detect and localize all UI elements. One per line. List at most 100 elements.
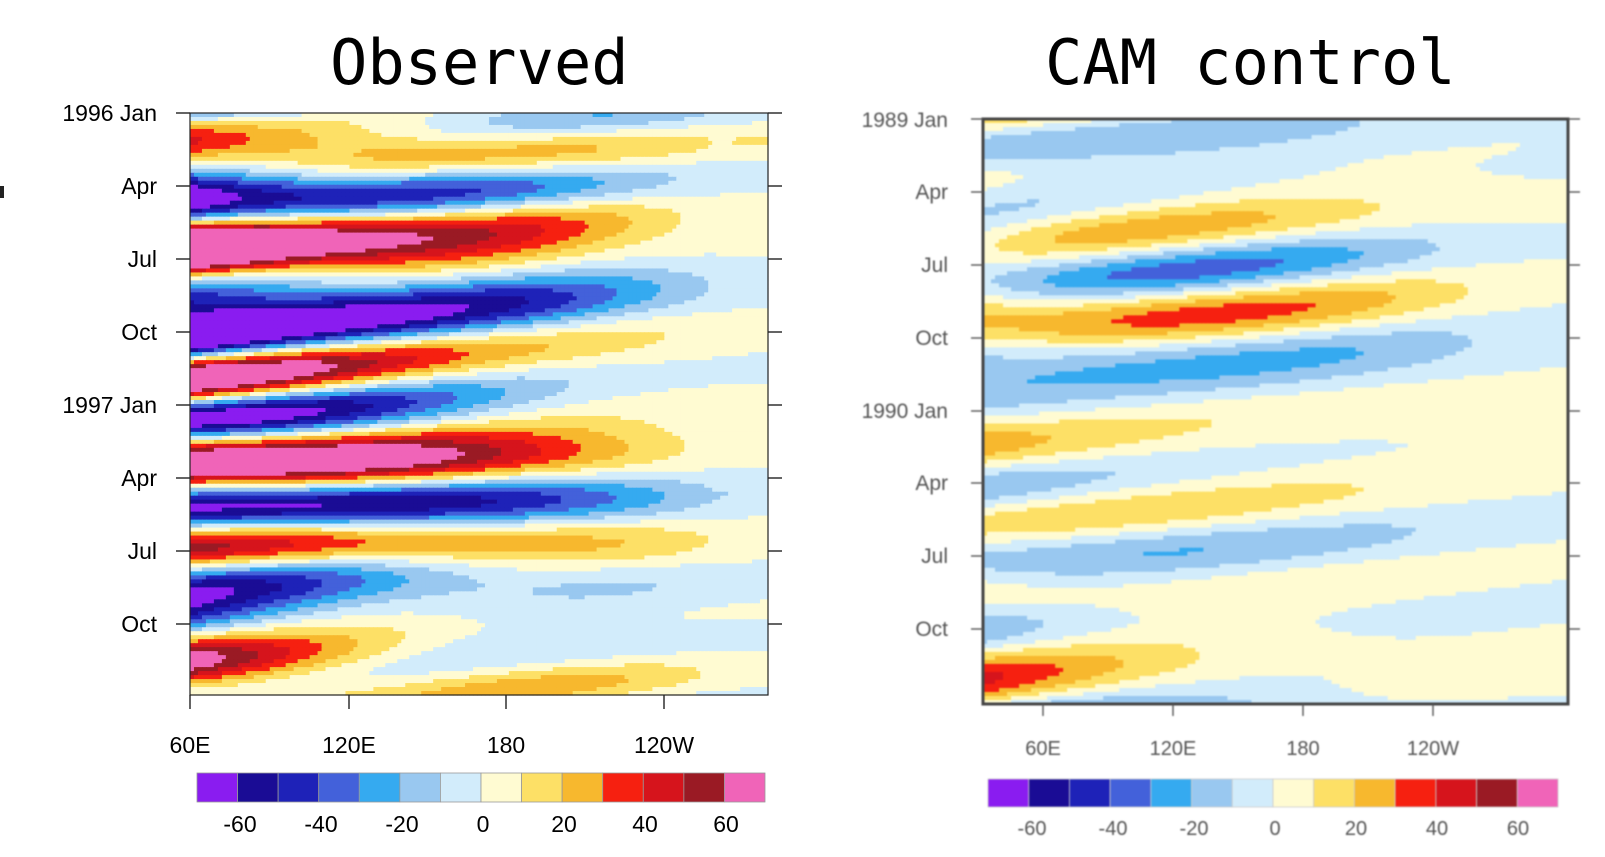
heatmap-cell [560, 228, 566, 234]
heatmap-cell [465, 180, 470, 186]
heatmap-cell [620, 113, 626, 118]
heatmap-cell [233, 140, 239, 146]
heatmap-cell [724, 160, 729, 166]
heatmap-cell [664, 192, 669, 198]
heatmap-cell [500, 144, 506, 150]
heatmap-cell [289, 228, 295, 234]
heatmap-cell [261, 160, 267, 166]
heatmap-cell [612, 113, 618, 118]
heatmap-cell [648, 144, 653, 150]
heatmap-cell [397, 236, 402, 242]
heatmap-cell [453, 208, 458, 214]
heatmap-cell [680, 168, 685, 174]
heatmap-cell [441, 232, 446, 238]
heatmap-cell [473, 120, 478, 126]
heatmap-cell [337, 124, 343, 130]
heatmap-cell [190, 132, 195, 138]
heatmap-cell [520, 240, 526, 246]
heatmap-cell [584, 140, 590, 146]
heatmap-cell [301, 168, 307, 174]
heatmap-cell [433, 132, 438, 138]
heatmap-cell [676, 232, 681, 238]
heatmap-cell [496, 136, 502, 142]
heatmap-cell [401, 180, 406, 186]
heatmap-cell [445, 240, 450, 246]
heatmap-cell [273, 140, 279, 146]
heatmap-cell [604, 176, 610, 182]
heatmap-cell [516, 224, 522, 230]
heatmap-cell [297, 240, 303, 246]
heatmap-cell [728, 212, 733, 218]
heatmap-cell [289, 184, 295, 190]
heatmap-cell [209, 124, 215, 130]
heatmap-cell [716, 128, 721, 134]
heatmap-cell [469, 232, 474, 238]
heatmap-cell [389, 240, 394, 246]
heatmap-cell [628, 128, 634, 134]
heatmap-cell [648, 240, 653, 246]
heatmap-cell [744, 192, 749, 198]
heatmap-cell [592, 200, 598, 206]
heatmap-cell [684, 116, 689, 122]
heatmap-cell [357, 116, 363, 122]
heatmap-cell [353, 224, 359, 230]
heatmap-cell [253, 212, 259, 218]
heatmap-cell [540, 152, 546, 158]
heatmap-cell [576, 164, 582, 170]
heatmap-cell [341, 204, 347, 210]
heatmap-cell [353, 124, 359, 130]
heatmap-cell [520, 220, 526, 226]
heatmap-cell [317, 248, 323, 254]
heatmap-cell [640, 124, 646, 130]
heatmap-cell [568, 148, 574, 154]
heatmap-cell [473, 152, 478, 158]
heatmap-cell [273, 220, 279, 226]
heatmap-cell [249, 116, 255, 122]
heatmap-cell [421, 216, 426, 222]
heatmap-cell [748, 164, 753, 170]
heatmap-cell [700, 180, 705, 186]
heatmap-cell [190, 248, 195, 254]
heatmap-cell [461, 212, 466, 218]
heatmap-cell [556, 124, 562, 130]
heatmap-cell [389, 113, 394, 118]
heatmap-cell [417, 113, 422, 118]
heatmap-cell [628, 120, 634, 126]
heatmap-cell [604, 192, 610, 198]
heatmap-cell [628, 160, 634, 166]
heatmap-cell [213, 192, 219, 198]
heatmap-cell [536, 136, 542, 142]
heatmap-cell [301, 116, 307, 122]
heatmap-cell [508, 228, 514, 234]
heatmap-cell [592, 188, 598, 194]
heatmap-cell [588, 212, 594, 218]
heatmap-cell [688, 200, 693, 206]
heatmap-cell [285, 216, 291, 222]
heatmap-cell [221, 148, 227, 154]
heatmap-cell [285, 144, 291, 150]
heatmap-cell [692, 160, 697, 166]
heatmap-cell [257, 140, 263, 146]
heatmap-cell [289, 120, 295, 126]
heatmap-cell [209, 116, 215, 122]
heatmap-cell [584, 200, 590, 206]
heatmap-cell [281, 208, 287, 214]
heatmap-cell [201, 168, 207, 174]
heatmap-cell [289, 124, 295, 130]
heatmap-cell [764, 240, 769, 246]
heatmap-cell [389, 156, 394, 162]
heatmap-cell [249, 156, 255, 162]
heatmap-cell [337, 200, 343, 206]
heatmap-cell [333, 168, 339, 174]
heatmap-cell [648, 204, 653, 210]
heatmap-cell [736, 192, 741, 198]
heatmap-cell [648, 156, 653, 162]
heatmap-cell [600, 224, 606, 230]
heatmap-cell [744, 144, 749, 150]
heatmap-cell [369, 232, 374, 238]
heatmap-cell [333, 180, 339, 186]
heatmap-cell [389, 224, 394, 230]
heatmap-cell [421, 220, 426, 226]
heatmap-cell [608, 204, 614, 210]
heatmap-cell [668, 156, 673, 162]
